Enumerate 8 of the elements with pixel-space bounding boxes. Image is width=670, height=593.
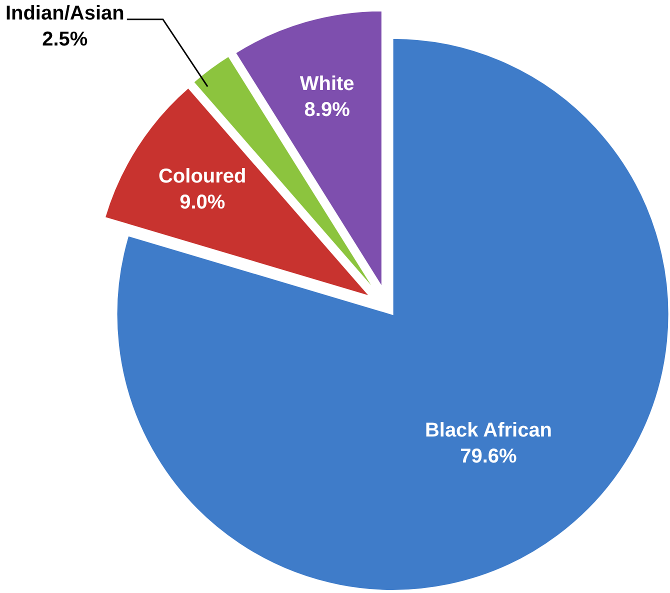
data-label: 8.9% bbox=[304, 98, 350, 121]
slice-label: Coloured bbox=[158, 166, 246, 188]
data-label: 9.0% bbox=[180, 192, 226, 214]
data-label: 79.6% bbox=[460, 446, 518, 468]
slice-label: White bbox=[300, 72, 354, 95]
slice-label: Indian/Asian bbox=[5, 2, 124, 24]
data-label: 2.5% bbox=[42, 28, 88, 50]
slice-label: Black African bbox=[424, 420, 552, 442]
